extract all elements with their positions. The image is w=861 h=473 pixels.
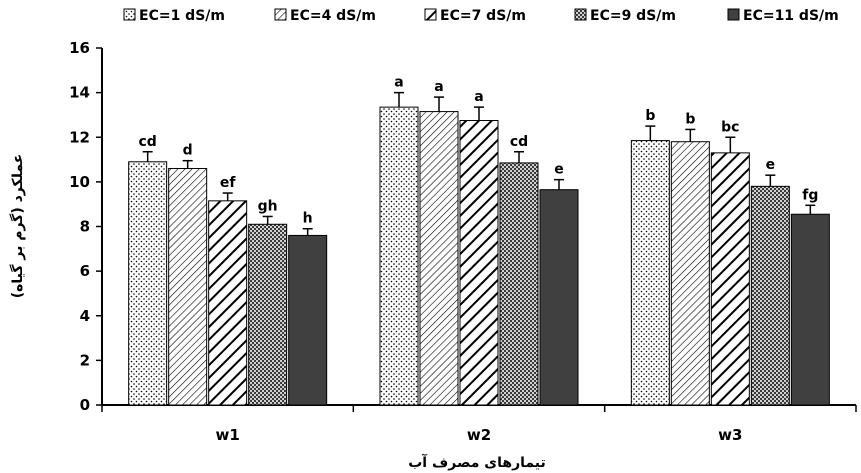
- bar: [710, 152, 750, 406]
- data-label: e: [554, 162, 564, 178]
- data-label: d: [183, 143, 193, 159]
- y-tick-label: 6: [80, 262, 90, 280]
- data-label: ef: [220, 175, 236, 191]
- y-tick-label: 4: [80, 307, 90, 325]
- x-tick-label: w3: [718, 426, 742, 444]
- x-tick-label: w1: [216, 426, 240, 444]
- data-label: b: [685, 111, 695, 127]
- bar: [539, 189, 579, 406]
- bar: [670, 141, 710, 406]
- bar: [419, 111, 459, 406]
- bar: [750, 185, 790, 406]
- y-tick-label: 12: [69, 128, 90, 146]
- bar: [459, 120, 499, 406]
- y-axis-title: عملکرد (گرم بر گیاه): [9, 154, 26, 299]
- data-label: h: [303, 211, 313, 227]
- y-tick-label: 8: [80, 218, 90, 236]
- legend-swatch: [424, 8, 437, 21]
- legend-label: EC=7 dS/m: [440, 8, 526, 24]
- legend-label: EC=1 dS/m: [139, 8, 225, 24]
- legend-swatch: [574, 8, 587, 21]
- y-tick-label: 10: [69, 173, 90, 191]
- y-tick-label: 2: [80, 351, 90, 369]
- bar: [208, 200, 248, 406]
- data-label: bc: [721, 119, 739, 135]
- y-tick-label: 14: [69, 84, 90, 102]
- bars: cd d ef gh h a a a cd e b b bc e fg: [128, 75, 830, 406]
- bar: [168, 167, 208, 406]
- bar: [379, 106, 419, 406]
- data-label: gh: [258, 198, 278, 214]
- data-label: a: [434, 79, 443, 95]
- y-tick-label: 16: [69, 39, 90, 57]
- data-label: cd: [139, 134, 157, 150]
- legend-label: EC=11 dS/m: [743, 8, 839, 24]
- data-label: e: [766, 157, 776, 173]
- bar: [790, 213, 830, 406]
- bar: [499, 162, 539, 406]
- data-label: b: [645, 108, 655, 124]
- x-tick-label: w2: [467, 426, 491, 444]
- data-label: a: [394, 75, 403, 91]
- bar: [630, 140, 670, 406]
- legend-swatch: [274, 8, 287, 21]
- data-label: a: [474, 89, 483, 105]
- y-tick-label: 0: [80, 396, 90, 414]
- legend-swatch: [123, 8, 136, 21]
- data-label: fg: [802, 187, 818, 203]
- bar: [128, 161, 168, 406]
- bar: [248, 223, 288, 406]
- data-label: cd: [510, 134, 528, 150]
- legend-label: EC=9 dS/m: [590, 8, 676, 24]
- legend: EC=1 dS/m EC=4 dS/m EC=7 dS/m EC=9 dS/m EC=1…: [123, 8, 839, 24]
- x-axis-title: تیمارهای مصرف آب: [408, 453, 546, 471]
- legend-label: EC=4 dS/m: [290, 8, 376, 24]
- bar: [288, 234, 328, 406]
- legend-swatch: [727, 8, 740, 21]
